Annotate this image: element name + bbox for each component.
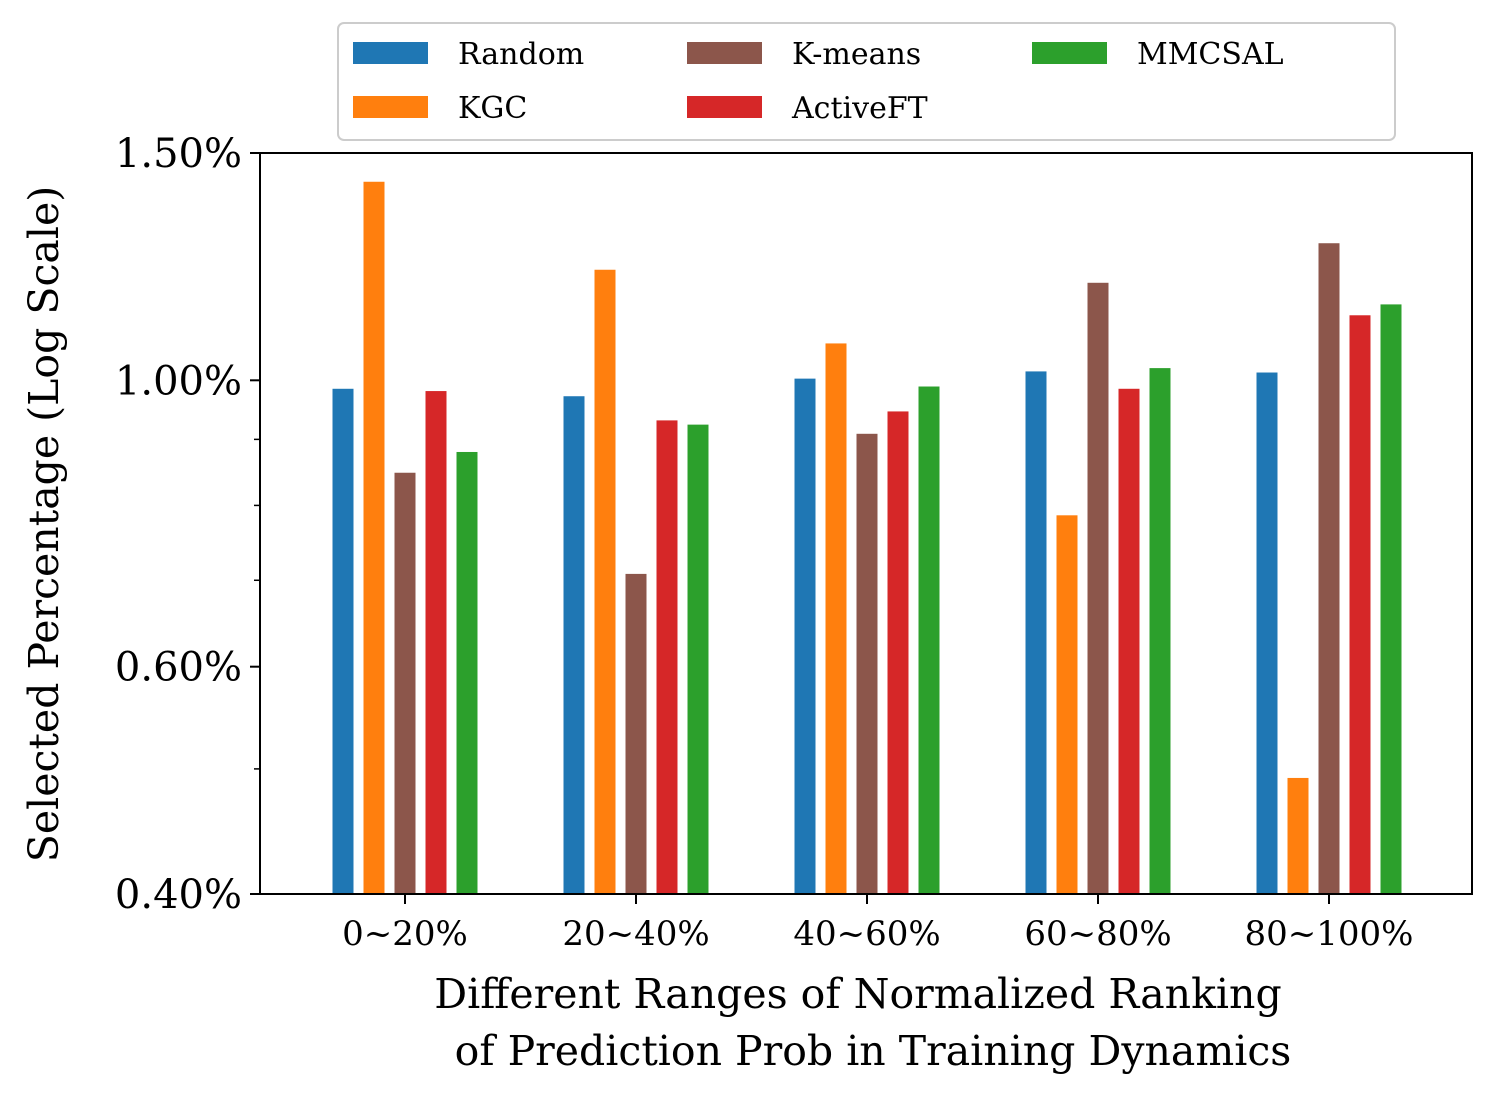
legend-label: KGC	[458, 91, 527, 126]
x-tick-label: 80~100%	[1245, 914, 1414, 954]
x-axis: 0~20% 20~40% 40~60% 60~80% 80~100%	[342, 894, 1413, 954]
bar-random-1	[563, 396, 585, 894]
y-tick-label: 0.40%	[115, 872, 242, 918]
bar-random-2	[794, 378, 816, 894]
bar-mmcsal-0	[456, 451, 478, 894]
x-tick-label: 60~80%	[1024, 914, 1171, 954]
legend-frame	[337, 22, 1396, 141]
legend: Random KGC K-means ActiveFT MMCSAL	[337, 22, 1396, 141]
bar-k-means-4	[1318, 243, 1340, 895]
bar-kgc-1	[594, 269, 616, 894]
y-axis: 0.40% 0.60% 1.00% 1.50%	[115, 131, 260, 918]
bar-kgc-4	[1287, 777, 1309, 894]
y-axis-label: Selected Percentage (Log Scale)	[20, 186, 68, 862]
legend-swatch-mmcsal	[1032, 42, 1107, 64]
bar-mmcsal-4	[1380, 304, 1402, 894]
bar-k-means-3	[1087, 282, 1109, 894]
bar-activeft-0	[425, 391, 447, 894]
bar-kgc-3	[1056, 515, 1078, 894]
bar-kgc-2	[825, 343, 847, 895]
bar-kgc-0	[363, 181, 385, 895]
bar-k-means-1	[625, 573, 647, 894]
bar-activeft-3	[1118, 388, 1140, 894]
legend-swatch-k-means	[687, 42, 762, 64]
legend-swatch-activeft	[687, 96, 762, 118]
bar-k-means-2	[856, 433, 878, 894]
legend-label: MMCSAL	[1137, 37, 1284, 72]
bar-mmcsal-3	[1149, 368, 1171, 895]
bar-k-means-0	[394, 472, 416, 894]
bar-mmcsal-1	[687, 424, 709, 894]
legend-label: K-means	[792, 37, 921, 72]
legend-label: Random	[458, 37, 584, 72]
bar-mmcsal-2	[918, 386, 940, 894]
plot-frame	[259, 152, 1473, 895]
bar-random-3	[1025, 371, 1047, 894]
x-tick-label: 0~20%	[342, 914, 468, 954]
y-tick-label: 1.00%	[115, 358, 242, 404]
legend-label: ActiveFT	[791, 91, 928, 126]
x-tick-label: 40~60%	[793, 914, 940, 954]
x-axis-label-line2: of Prediction Prob in Training Dynamics	[455, 1027, 1292, 1075]
bar-random-4	[1256, 372, 1278, 894]
x-axis-label-line1: Different Ranges of Normalized Ranking	[434, 970, 1281, 1018]
bar-random-0	[332, 388, 354, 894]
bars-group	[332, 181, 1402, 895]
y-tick-label: 1.50%	[115, 131, 242, 177]
bar-activeft-1	[656, 420, 678, 894]
legend-swatch-random	[353, 42, 428, 64]
legend-swatch-kgc	[353, 96, 428, 118]
y-tick-label: 0.60%	[115, 645, 242, 691]
bar-activeft-4	[1349, 315, 1371, 895]
x-tick-label: 20~40%	[562, 914, 709, 954]
bar-activeft-2	[887, 411, 909, 894]
